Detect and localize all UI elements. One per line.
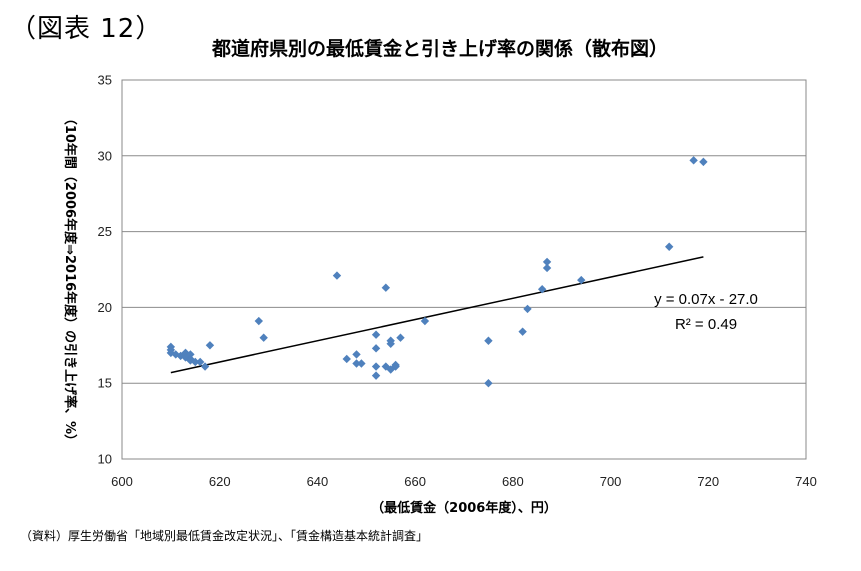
x-tick-label: 660	[404, 474, 426, 489]
x-tick-label: 680	[502, 474, 524, 489]
data-point	[689, 156, 698, 165]
figure-label: （図表 12）	[10, 14, 163, 44]
x-axis-title: （最低賃金（2006年度）、円）	[371, 500, 557, 516]
data-point	[518, 327, 527, 336]
data-point	[352, 359, 361, 368]
y-tick-label: 20	[98, 300, 112, 315]
plot-area-frame	[121, 79, 807, 460]
y-tick-label: 30	[98, 148, 112, 163]
data-point	[386, 339, 395, 348]
data-point	[191, 357, 200, 367]
data-point	[357, 359, 366, 368]
data-point	[577, 275, 586, 285]
y-tick-label: 25	[98, 224, 112, 239]
data-point	[254, 316, 263, 326]
x-tick-label: 640	[307, 474, 329, 489]
data-point	[523, 304, 532, 314]
data-point	[484, 379, 493, 388]
r-squared-label: R² = 0.49	[675, 316, 737, 333]
data-point	[171, 350, 180, 359]
x-tick-label: 700	[600, 474, 622, 489]
data-point	[371, 371, 381, 380]
data-point	[200, 362, 210, 371]
data-point	[371, 330, 381, 339]
data-point	[205, 341, 215, 350]
trendline	[170, 256, 704, 374]
data-point	[381, 283, 391, 292]
data-point	[484, 336, 493, 345]
data-point	[542, 257, 552, 267]
chart-title: 都道府県別の最低賃金と引き上げ率の関係（散布図）	[211, 38, 668, 60]
y-axis-title: （10年間（2006年度⇒2016年度）の引き上げ率、%）	[62, 112, 78, 447]
data-point	[352, 350, 361, 359]
x-tick-label: 600	[111, 474, 133, 489]
data-point	[542, 263, 552, 273]
data-point	[186, 350, 195, 359]
y-tick-label: 35	[98, 73, 112, 88]
x-tick-label: 620	[209, 474, 231, 489]
y-tick-labels: 10 15 20 25 30 35	[98, 73, 112, 467]
data-point	[699, 157, 708, 167]
data-point	[195, 357, 205, 367]
data-point	[391, 360, 400, 370]
scatter-chart: 10 15 20 25 30 35 600 620 640 660 680 700 720 740 y …	[62, 73, 817, 517]
x-tick-label: 720	[697, 474, 719, 489]
data-point	[371, 362, 381, 371]
data-point	[371, 344, 381, 353]
data-point	[537, 285, 547, 294]
y-tick-label: 15	[98, 376, 112, 391]
data-point	[259, 333, 268, 342]
data-points	[166, 156, 708, 388]
x-tick-label: 740	[795, 474, 817, 489]
gridlines	[122, 79, 806, 460]
data-point	[420, 316, 430, 326]
y-tick-label: 10	[98, 452, 112, 467]
trendline-equation: y = 0.07x - 27.0	[654, 291, 758, 308]
data-point	[332, 271, 342, 280]
data-point	[396, 333, 405, 342]
x-tick-labels: 600 620 640 660 680 700 720 740	[111, 474, 817, 489]
source-note: （資料）厚生労働省「地域別最低賃金改定状況」、「賃金構造基本統計調査」	[20, 529, 429, 543]
data-point	[665, 242, 674, 251]
data-point	[342, 354, 351, 364]
